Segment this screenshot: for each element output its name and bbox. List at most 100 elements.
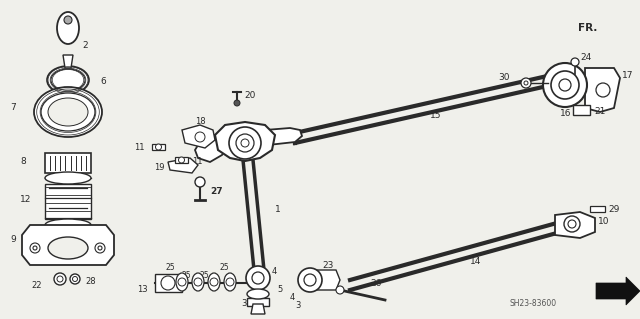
Text: 5: 5 [277,286,282,294]
Polygon shape [215,122,275,161]
Text: 20: 20 [244,91,255,100]
Text: 11: 11 [134,144,145,152]
Circle shape [551,71,579,99]
Text: 17: 17 [622,70,634,79]
Ellipse shape [47,66,89,94]
Text: 6: 6 [100,78,106,86]
Circle shape [524,81,528,85]
Polygon shape [555,212,595,238]
Circle shape [234,100,240,106]
Ellipse shape [192,273,204,291]
Ellipse shape [48,237,88,259]
Ellipse shape [247,289,269,299]
Ellipse shape [176,273,188,291]
Circle shape [57,276,63,282]
Text: SH23-83600: SH23-83600 [510,300,557,308]
Text: 13: 13 [138,286,148,294]
Ellipse shape [45,219,91,231]
Text: 25: 25 [200,271,210,279]
Text: 10: 10 [598,218,609,226]
Circle shape [194,278,202,286]
Text: 19: 19 [154,164,165,173]
Circle shape [95,243,105,253]
Circle shape [596,83,610,97]
Circle shape [236,134,254,152]
Text: 28: 28 [85,278,95,286]
Circle shape [98,246,102,250]
Circle shape [571,58,579,66]
Ellipse shape [41,93,95,131]
Polygon shape [265,128,302,145]
Ellipse shape [208,273,220,291]
Circle shape [298,268,322,292]
Circle shape [210,278,218,286]
Text: FR.: FR. [578,23,597,33]
Polygon shape [585,68,620,112]
Circle shape [161,276,175,290]
Polygon shape [596,277,640,305]
Text: 18: 18 [195,117,205,127]
Circle shape [241,139,249,147]
Text: 11: 11 [192,157,202,166]
Circle shape [521,78,531,88]
Circle shape [70,274,80,284]
Polygon shape [175,157,188,163]
Polygon shape [152,144,165,150]
Ellipse shape [57,12,79,44]
Ellipse shape [51,69,85,91]
Polygon shape [247,298,269,306]
Text: 25: 25 [220,263,230,272]
Circle shape [543,63,587,107]
Text: 25: 25 [165,263,175,272]
Circle shape [179,157,184,163]
Text: 25: 25 [182,271,191,279]
Text: 4: 4 [290,293,295,302]
Text: 24: 24 [580,54,591,63]
Circle shape [336,286,344,294]
Polygon shape [63,55,73,68]
Polygon shape [310,270,340,290]
Polygon shape [590,206,605,212]
Text: 12: 12 [20,196,31,204]
Text: 3: 3 [295,301,300,310]
Polygon shape [182,125,215,148]
Circle shape [195,132,205,142]
Polygon shape [45,184,91,219]
Text: 1: 1 [275,205,281,214]
Circle shape [178,278,186,286]
Circle shape [30,243,40,253]
Circle shape [568,220,576,228]
Polygon shape [45,153,91,173]
Text: 4: 4 [272,268,277,277]
Text: 26: 26 [370,278,381,287]
Circle shape [226,278,234,286]
Text: 27: 27 [210,188,223,197]
Polygon shape [155,274,182,292]
Ellipse shape [45,172,91,184]
Polygon shape [168,158,198,173]
Circle shape [252,272,264,284]
Text: 14: 14 [470,257,481,266]
Circle shape [304,274,316,286]
Circle shape [156,144,161,150]
Text: 29: 29 [608,205,620,214]
Circle shape [54,273,66,285]
Circle shape [33,246,37,250]
Polygon shape [195,135,228,162]
Text: 15: 15 [430,110,442,120]
Polygon shape [573,105,590,115]
Text: 30: 30 [499,73,510,83]
Text: 16: 16 [560,108,572,117]
Text: 9: 9 [10,235,16,244]
Circle shape [229,127,261,159]
Text: 8: 8 [20,158,26,167]
Text: 23: 23 [322,261,333,270]
Circle shape [72,277,77,281]
Ellipse shape [34,87,102,137]
Circle shape [559,79,571,91]
Ellipse shape [224,273,236,291]
Text: 21: 21 [594,108,605,116]
Circle shape [564,216,580,232]
Circle shape [64,16,72,24]
Text: 2: 2 [82,41,88,49]
